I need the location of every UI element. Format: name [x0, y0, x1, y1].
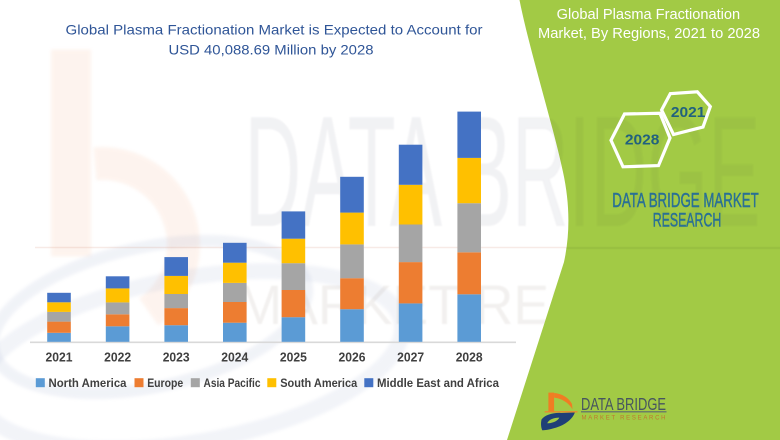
svg-text:Global Plasma Fractionation: Global Plasma Fractionation [557, 6, 741, 23]
svg-text:DATA BRIDGE: DATA BRIDGE [581, 394, 666, 414]
svg-text:DATA BRIDGE MARKET: DATA BRIDGE MARKET [612, 190, 759, 212]
svg-text:2027: 2027 [397, 351, 424, 365]
svg-text:2024: 2024 [221, 351, 248, 365]
svg-text:2023: 2023 [163, 351, 190, 365]
svg-text:Middle East and Africa: Middle East and Africa [377, 378, 500, 390]
svg-text:North America: North America [49, 378, 128, 390]
svg-text:Asia Pacific: Asia Pacific [204, 378, 262, 390]
svg-text:USD 40,088.69 Million by 2028: USD 40,088.69 Million by 2028 [169, 42, 374, 58]
svg-text:2028: 2028 [625, 133, 660, 149]
svg-text:MARKET RESEARCH: MARKET RESEARCH [582, 416, 666, 422]
svg-text:Europe: Europe [147, 378, 183, 390]
svg-text:2025: 2025 [280, 351, 307, 365]
svg-text:RESEARCH: RESEARCH [653, 210, 722, 232]
svg-text:South America: South America [280, 378, 358, 390]
svg-text:2022: 2022 [104, 351, 131, 365]
svg-text:2026: 2026 [339, 351, 366, 365]
svg-text:Market, By Regions, 2021 to 20: Market, By Regions, 2021 to 2028 [538, 25, 760, 42]
svg-text:2021: 2021 [46, 351, 73, 365]
svg-text:2021: 2021 [671, 105, 706, 121]
svg-text:Global Plasma Fractionation Ma: Global Plasma Fractionation Market is Ex… [66, 22, 483, 38]
svg-text:2028: 2028 [456, 351, 483, 365]
